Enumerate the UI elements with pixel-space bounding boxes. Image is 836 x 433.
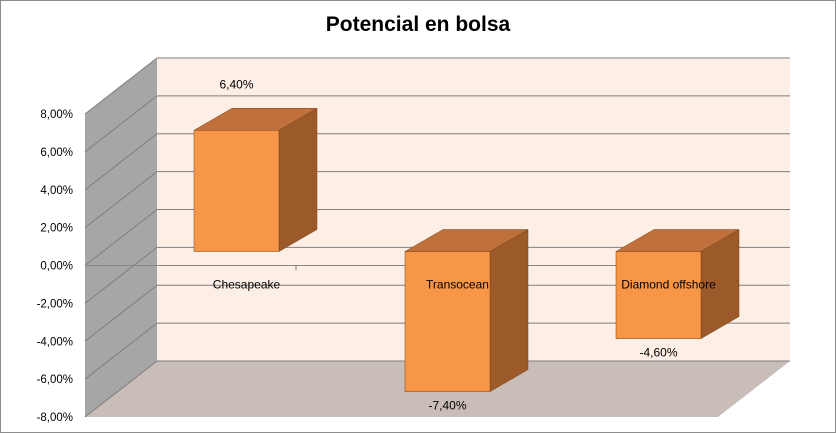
gridline-side (84, 322, 158, 380)
bar (615, 251, 702, 339)
bar-side (489, 229, 529, 393)
data-label: -7,40% (428, 399, 466, 413)
data-label: 6,40% (219, 77, 253, 91)
y-tick-label: 4,00% (40, 185, 73, 197)
gridline-side (84, 171, 158, 229)
y-tick-label: 0,00% (40, 261, 73, 273)
gridline-side (84, 57, 158, 115)
y-tick-label: 2,00% (40, 223, 73, 235)
bar (404, 251, 491, 392)
y-tick-label: -4,00% (37, 336, 73, 348)
category-label: Transocean (426, 278, 489, 292)
gridline-side (84, 209, 158, 266)
y-tick-label: -6,00% (37, 374, 73, 386)
y-tick-label: 6,00% (40, 147, 73, 159)
bar-diamond-offshore (615, 229, 740, 340)
gridline-side (84, 284, 158, 342)
chart-title: Potencial en bolsa (325, 13, 511, 36)
y-tick-label: 8,00% (40, 109, 73, 121)
y-tick-label: -8,00% (37, 412, 73, 424)
gridline-side (84, 246, 158, 304)
category-label: Chesapeake (213, 278, 281, 292)
gridline-side (84, 360, 158, 418)
gridline-side (84, 133, 158, 191)
category-label: Diamond offshore (621, 278, 716, 292)
gridline-side (84, 95, 158, 153)
bar-transocean (404, 229, 529, 393)
bar-side (278, 107, 318, 252)
y-tick-label: -2,00% (37, 298, 73, 310)
bar (193, 130, 280, 252)
data-label: -4,60% (639, 346, 677, 360)
bar-chesapeake (193, 107, 318, 252)
